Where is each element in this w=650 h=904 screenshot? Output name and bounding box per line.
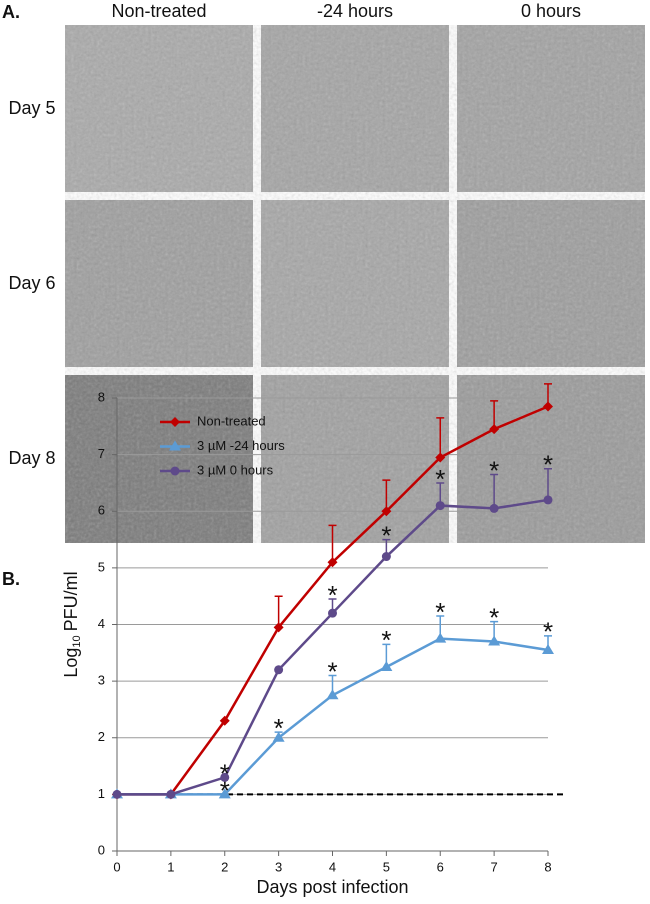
significance-mark: * <box>543 450 553 480</box>
legend: Non-treated 3 µM -24 hours 3 µM 0 hours <box>160 413 285 477</box>
error-bar <box>490 473 499 509</box>
error-bar <box>544 468 552 500</box>
marker <box>488 635 501 646</box>
significance-mark: * <box>220 775 230 805</box>
significance-mark: * <box>489 603 499 633</box>
x-tick-label: 7 <box>491 859 498 874</box>
x-tick-label: 3 <box>275 859 282 874</box>
x-tick-label: 1 <box>167 859 174 874</box>
x-tick-label: 5 <box>383 859 390 874</box>
marker <box>274 665 284 675</box>
marker <box>543 401 553 412</box>
marker <box>381 552 391 562</box>
series: ***** * * <box>111 597 554 805</box>
y-tick-label: 3 <box>98 673 105 688</box>
y-tick-label: 5 <box>98 559 105 574</box>
marker <box>170 417 180 427</box>
significance-mark: * <box>489 455 499 485</box>
significance-mark: * <box>274 713 284 743</box>
legend-label: 3 µM -24 hours <box>197 438 285 453</box>
x-tick-label: 8 <box>544 859 551 874</box>
y-tick-label: 6 <box>98 503 105 518</box>
y-tick-label: 0 <box>98 842 105 857</box>
x-tick-label: 4 <box>329 859 336 874</box>
x-tick-label: 2 <box>221 859 228 874</box>
marker <box>542 643 554 654</box>
marker <box>169 440 181 451</box>
significance-mark: * <box>435 597 445 627</box>
y-axis-label: Log10 PFU/ml <box>61 571 83 677</box>
marker <box>170 466 180 476</box>
micrograph-texture <box>65 25 645 543</box>
x-axis-label: Days post infection <box>256 877 408 897</box>
series: * * * * * * <box>112 450 553 799</box>
y-tick-label: 1 <box>98 786 105 801</box>
significance-mark: * <box>381 520 391 550</box>
significance-mark: * <box>327 656 337 686</box>
marker <box>166 789 176 799</box>
marker <box>435 452 446 463</box>
y-axis-label-part: 10 <box>71 635 83 647</box>
significance-mark: * <box>381 625 391 655</box>
y-axis-label-part: Log <box>61 648 81 678</box>
error-bar <box>436 417 445 458</box>
column-header: -24 hours <box>317 1 393 21</box>
marker <box>380 660 393 671</box>
marker <box>272 731 285 742</box>
marker <box>489 503 499 513</box>
y-tick-label: 4 <box>98 616 105 631</box>
marker <box>220 772 230 782</box>
marker <box>435 501 445 511</box>
marker <box>328 608 337 618</box>
panel-label: A. <box>2 2 20 22</box>
y-axis-label-part: PFU/ml <box>61 571 81 631</box>
x-tick-label: 0 <box>113 859 120 874</box>
significance-mark: * <box>543 617 553 647</box>
y-tick-label: 8 <box>98 389 105 404</box>
marker <box>327 557 338 568</box>
marker <box>434 632 447 643</box>
micrographs <box>65 25 645 543</box>
error-bar <box>382 479 391 512</box>
marker <box>543 495 553 505</box>
marker <box>219 715 230 726</box>
y-tick-label: 2 <box>98 729 105 744</box>
significance-mark: * <box>435 464 445 494</box>
marker <box>218 788 231 799</box>
row-header: Day 8 <box>8 448 55 468</box>
legend-label: 3 µM 0 hours <box>197 462 274 477</box>
marker <box>273 622 284 633</box>
significance-mark: * <box>220 758 230 788</box>
marker <box>381 506 392 517</box>
legend-label: Non-treated <box>197 413 266 428</box>
marker <box>489 424 500 435</box>
error-bar <box>274 595 283 628</box>
row-header: Day 6 <box>8 273 55 293</box>
y-tick-label: 7 <box>98 446 105 461</box>
x-tick-label: 6 <box>437 859 444 874</box>
column-header: 0 hours <box>521 1 581 21</box>
panel-label: B. <box>2 569 20 589</box>
marker <box>112 789 122 799</box>
marker <box>326 689 339 700</box>
significance-mark: * <box>327 580 337 610</box>
row-header: Day 5 <box>8 98 55 118</box>
column-header: Non-treated <box>111 1 206 21</box>
error-bar <box>328 524 337 563</box>
